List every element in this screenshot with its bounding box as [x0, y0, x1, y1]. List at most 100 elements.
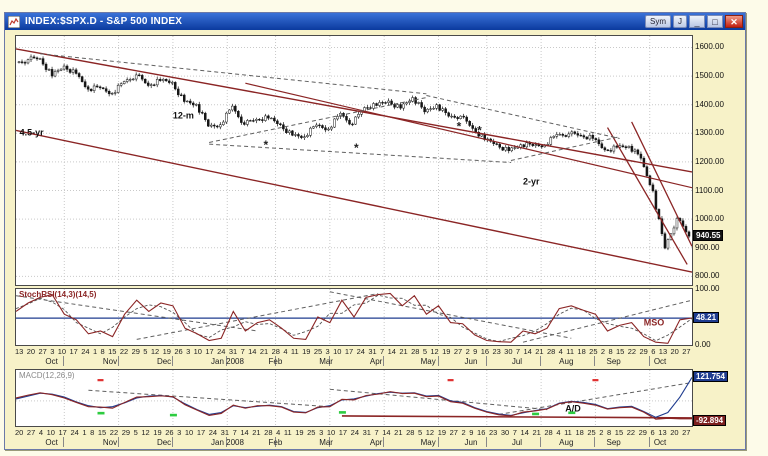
axis-tick-label: 1600.00 [695, 42, 724, 52]
titlebar[interactable]: INDEX:$SPX.D - S&P 500 INDEX Sym J _ □ ✕ [5, 13, 745, 30]
date-tick: 5 [418, 428, 423, 437]
macd-label: MACD(12,26,9) [19, 371, 75, 380]
date-tick: 2 [465, 347, 470, 356]
macd-panel[interactable]: MACD(12,26,9) A/D [15, 369, 693, 427]
date-tick: 5 [422, 347, 427, 356]
last-value-box: -92.894 [693, 414, 727, 426]
date-tick: 10 [184, 428, 194, 437]
month-label: Jan 2008 [211, 438, 244, 447]
svg-text:*: * [263, 138, 268, 152]
macd-chart[interactable]: A/D [16, 370, 692, 426]
month-divider [63, 356, 65, 366]
date-tick: 19 [442, 347, 451, 356]
date-tick: 8 [90, 428, 95, 437]
month-label: Feb [268, 357, 283, 366]
date-tick: 28 [406, 428, 415, 437]
date-tick: 2 [461, 428, 466, 437]
date-axis-lower: 20 27 4 10 17 24 1 8 15 22 29 5 12 19 26 3 10 17 24 31 7 14 21… [15, 428, 691, 437]
date-tick: 27 [38, 347, 47, 356]
month-divider [328, 356, 330, 366]
svg-text:*: * [477, 123, 482, 137]
date-tick: 24 [350, 428, 359, 437]
last-value-box: 121.754 [693, 371, 728, 383]
date-tick: 4 [38, 428, 44, 437]
date-tick: 6 [650, 428, 655, 437]
date-tick: 21 [259, 347, 269, 356]
date-tick: 17 [338, 428, 348, 437]
date-tick: 26 [174, 347, 183, 356]
month-divider [648, 356, 650, 366]
toolbar-j-button[interactable]: J [673, 15, 687, 28]
minimize-button[interactable]: _ [689, 15, 705, 28]
date-tick: 28 [264, 428, 273, 437]
date-tick: 13 [658, 428, 667, 437]
month-divider [274, 356, 276, 366]
date-tick: 9 [473, 347, 478, 356]
date-tick: 23 [488, 428, 498, 437]
date-tick: 29 [121, 428, 131, 437]
date-tick: 30 [504, 347, 513, 356]
month-axis-upper: Oct Nov Dec Jan 2008 Feb Mar Apr May Jun Jul Aug Se… [15, 356, 691, 367]
stochrsi-axis: 100.00 0.00 48.21 [693, 284, 743, 349]
date-tick: 15 [614, 428, 624, 437]
stochrsi-label: StochRSI(14,3)(14,5) [19, 290, 97, 299]
date-tick: 3 [319, 428, 324, 437]
date-tick: 7 [240, 347, 245, 356]
axis-tick-label: 800.00 [695, 271, 720, 281]
month-divider [485, 437, 487, 447]
date-tick: 23 [492, 347, 501, 356]
date-tick: 8 [100, 347, 105, 356]
date-tick: 14 [387, 347, 396, 356]
month-label: Oct [653, 357, 667, 366]
axis-tick-label: 0.00 [695, 340, 711, 349]
toolbar-sym-button[interactable]: Sym [645, 15, 671, 28]
axis-tick-label: 900.00 [695, 242, 720, 252]
date-tick: 10 [193, 347, 202, 356]
month-label: Feb [268, 438, 283, 447]
month-label: May [420, 438, 436, 447]
date-tick: 12 [141, 428, 150, 437]
date-tick: 24 [217, 347, 226, 356]
stochrsi-chart[interactable]: MSO [16, 289, 692, 345]
date-tick: 26 [165, 428, 174, 437]
svg-text:MSO: MSO [644, 317, 665, 327]
stochrsi-panel[interactable]: StochRSI(14,3)(14,5) MSO [15, 288, 693, 346]
date-tick: 14 [523, 347, 532, 356]
date-tick: 7 [515, 347, 521, 356]
macd-axis: 121.754 -92.894 [693, 369, 743, 427]
date-tick: 11 [564, 428, 572, 437]
date-tick: 16 [480, 347, 490, 356]
month-label: Jul [511, 357, 523, 366]
price-axis: 1600.00 1500.00 1400.00 1300.00 1200.00 1100.… [693, 35, 743, 286]
date-tick: 4 [558, 347, 563, 356]
date-tick: 3 [177, 428, 182, 437]
month-divider [117, 437, 119, 447]
date-tick: 25 [587, 428, 596, 437]
date-tick: 2 [599, 428, 604, 437]
date-tick: 20 [670, 428, 679, 437]
date-tick: 10 [333, 347, 342, 356]
svg-text:*: * [457, 119, 462, 133]
date-tick: 12 [150, 347, 160, 356]
date-tick: 17 [196, 428, 206, 437]
month-label: Sep [606, 357, 621, 366]
month-label: Aug [559, 357, 574, 366]
maximize-button[interactable]: □ [707, 15, 723, 28]
month-divider [226, 356, 228, 366]
date-tick: 17 [58, 428, 67, 437]
month-label: Oct [653, 438, 667, 447]
month-divider [328, 437, 330, 447]
month-label: Jun [464, 438, 478, 447]
date-tick: 4 [276, 428, 281, 437]
date-tick: 14 [382, 428, 391, 437]
price-chart-panel[interactable]: 4.5-yr 12-m 2-yr * * * * [15, 35, 693, 286]
chart-window: INDEX:$SPX.D - S&P 500 INDEX Sym J _ □ ✕… [4, 12, 746, 450]
date-tick: 29 [638, 428, 647, 437]
date-axis-upper: 13 20 27 3 10 17 24 1 8 15 22 29 5 12 19 26 3 10 17 24 31 7 14… [15, 347, 691, 356]
close-button[interactable]: ✕ [725, 15, 743, 28]
date-tick: 22 [119, 347, 129, 356]
price-candlestick-chart[interactable]: 4.5-yr 12-m 2-yr * * * * [16, 36, 692, 285]
date-tick: 24 [208, 428, 218, 437]
month-label: Jan 2008 [211, 357, 244, 366]
date-tick: 12 [425, 428, 435, 437]
